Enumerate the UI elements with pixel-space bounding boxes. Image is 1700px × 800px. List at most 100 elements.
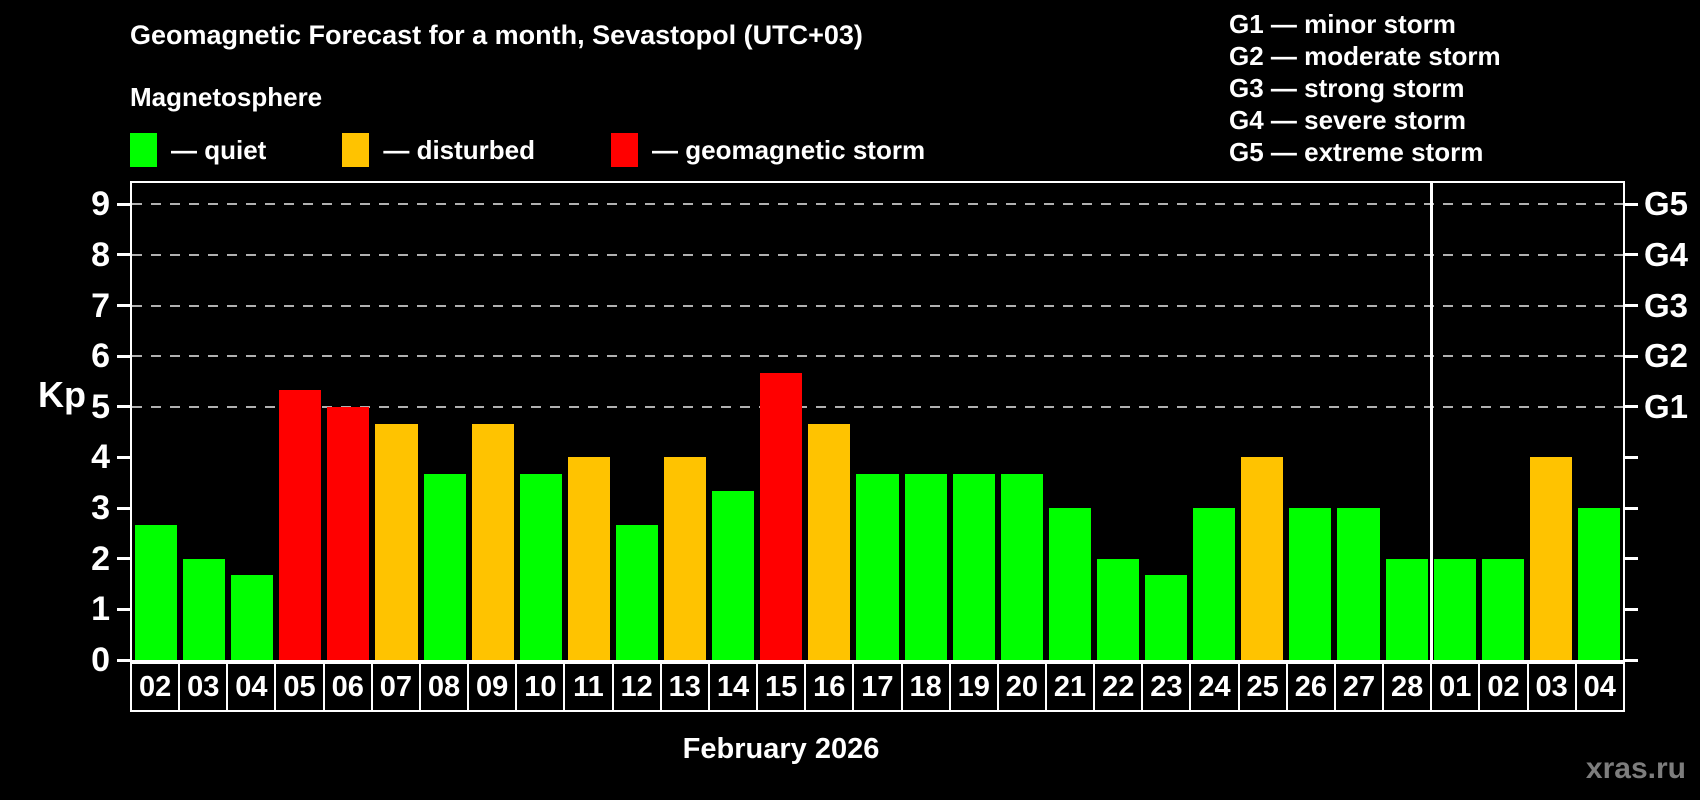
y-tick-right-9 xyxy=(1625,202,1638,206)
day-label-04: 04 xyxy=(228,664,277,710)
bar-day-11 xyxy=(567,457,610,660)
y-tick-right-7 xyxy=(1625,304,1638,308)
y-tick-left-7 xyxy=(117,304,130,308)
bar-day-05 xyxy=(279,390,322,660)
bar-day-12 xyxy=(615,524,659,660)
bar-day-09 xyxy=(471,423,514,660)
y-tick-label-7: 7 xyxy=(91,286,110,325)
y-tick-left-6 xyxy=(117,354,130,358)
y-tick-label-0: 0 xyxy=(91,641,110,679)
legend-item-quiet: — quiet xyxy=(130,133,266,167)
day-label-09: 09 xyxy=(469,664,518,710)
bar-day-18 xyxy=(904,474,947,660)
chart-title: Geomagnetic Forecast for a month, Sevast… xyxy=(130,20,863,50)
day-label-24: 24 xyxy=(1191,664,1240,710)
day-label-04: 04 xyxy=(1583,671,1616,703)
gridline-kp-6 xyxy=(132,355,1623,358)
g-legend-line-g4: G4 — severe storm xyxy=(1229,105,1467,135)
right-axis-label-g4: G4 xyxy=(1644,235,1689,273)
day-label-03: 03 xyxy=(1529,664,1577,710)
bar-day-04 xyxy=(1577,508,1620,660)
y-tick-label-2: 2 xyxy=(91,539,110,578)
bar-day-03 xyxy=(183,558,226,660)
legend-label-disturbed: — disturbed xyxy=(383,134,536,165)
day-label-27: 27 xyxy=(1336,664,1385,710)
y-tick-right-2 xyxy=(1625,557,1638,561)
legend-label-quiet: — quiet xyxy=(171,134,267,165)
g-legend-line-g3: G3 — strong storm xyxy=(1229,73,1465,103)
bar-day-16 xyxy=(808,423,851,660)
g-legend-line-g5: G5 — extreme storm xyxy=(1229,137,1484,167)
storm-swatch-icon xyxy=(611,133,639,167)
bar-day-28 xyxy=(1385,558,1428,660)
legend-item-disturbed: — disturbed xyxy=(342,133,535,167)
day-label-22: 22 xyxy=(1095,664,1144,710)
y-tick-right-4 xyxy=(1625,455,1638,459)
y-tick-left-9 xyxy=(117,202,130,206)
day-label-12: 12 xyxy=(614,664,662,710)
day-label-14: 14 xyxy=(710,664,759,710)
day-label-26: 26 xyxy=(1288,664,1336,710)
bar-day-02 xyxy=(1481,558,1524,660)
y-tick-label-6: 6 xyxy=(91,337,110,376)
watermark: xras.ru xyxy=(1585,752,1686,785)
day-label-06: 06 xyxy=(325,664,373,710)
day-label-15: 15 xyxy=(758,664,807,710)
bar-day-17 xyxy=(856,474,899,660)
g-legend-line-g2: G2 — moderate storm xyxy=(1229,41,1501,71)
day-label-07: 07 xyxy=(373,664,421,710)
bar-day-20 xyxy=(1000,474,1043,660)
kp-status-legend: — quiet — disturbed — geomagnetic storm xyxy=(130,132,925,168)
bar-day-08 xyxy=(423,474,466,660)
bar-day-22 xyxy=(1096,558,1140,660)
gridline-kp-5 xyxy=(132,405,1623,408)
bar-day-06 xyxy=(327,406,370,660)
y-tick-left-2 xyxy=(117,557,130,561)
day-label-05: 05 xyxy=(276,664,325,710)
bar-day-03 xyxy=(1529,457,1572,660)
gridline-kp-7 xyxy=(132,304,1623,307)
bar-day-24 xyxy=(1193,508,1236,660)
day-label-11: 11 xyxy=(565,664,614,710)
bars-layer xyxy=(132,183,1623,660)
x-axis-caption: February 2026 xyxy=(682,733,880,765)
day-label-13: 13 xyxy=(662,664,710,710)
y-tick-label-3: 3 xyxy=(91,489,110,528)
y-tick-right-5 xyxy=(1625,405,1638,409)
y-tick-right-1 xyxy=(1625,607,1638,611)
bar-day-25 xyxy=(1241,457,1284,660)
y-tick-label-9: 9 xyxy=(91,185,110,224)
legend-item-storm: — geomagnetic storm xyxy=(611,133,925,167)
y-tick-right-8 xyxy=(1625,253,1638,257)
quiet-swatch-icon xyxy=(130,133,157,167)
y-tick-left-8 xyxy=(117,253,130,257)
legend-label-storm: — geomagnetic storm xyxy=(652,134,926,165)
y-tick-label-5: 5 xyxy=(91,387,110,426)
y-tick-left-0 xyxy=(117,658,130,662)
g-legend-line-g1: G1 — minor storm xyxy=(1229,9,1456,39)
day-label-02: 02 xyxy=(132,664,181,710)
y-tick-left-5 xyxy=(117,405,130,409)
disturbed-swatch-icon xyxy=(342,133,370,167)
bar-day-13 xyxy=(664,457,707,660)
day-label-03: 03 xyxy=(180,664,229,710)
bar-day-21 xyxy=(1048,508,1091,660)
day-label-17: 17 xyxy=(854,664,903,710)
gridline-kp-8 xyxy=(132,253,1623,256)
bar-day-23 xyxy=(1145,575,1188,660)
month-separator-line xyxy=(1429,183,1433,660)
day-label-20: 20 xyxy=(999,664,1047,710)
day-label-21: 21 xyxy=(1047,664,1096,710)
day-label-18: 18 xyxy=(903,664,951,710)
day-label-28: 28 xyxy=(1384,664,1433,710)
right-axis-label-g2: G2 xyxy=(1644,337,1689,375)
day-label-01: 01 xyxy=(1432,664,1481,710)
y-tick-left-1 xyxy=(117,607,130,611)
y-axis-title: Kp xyxy=(38,374,86,415)
y-tick-label-8: 8 xyxy=(91,235,110,274)
right-axis-label-g1: G1 xyxy=(1644,387,1689,425)
bar-day-19 xyxy=(952,474,995,660)
bar-day-10 xyxy=(519,474,562,660)
day-label-19: 19 xyxy=(951,664,999,710)
bar-day-01 xyxy=(1433,558,1476,660)
